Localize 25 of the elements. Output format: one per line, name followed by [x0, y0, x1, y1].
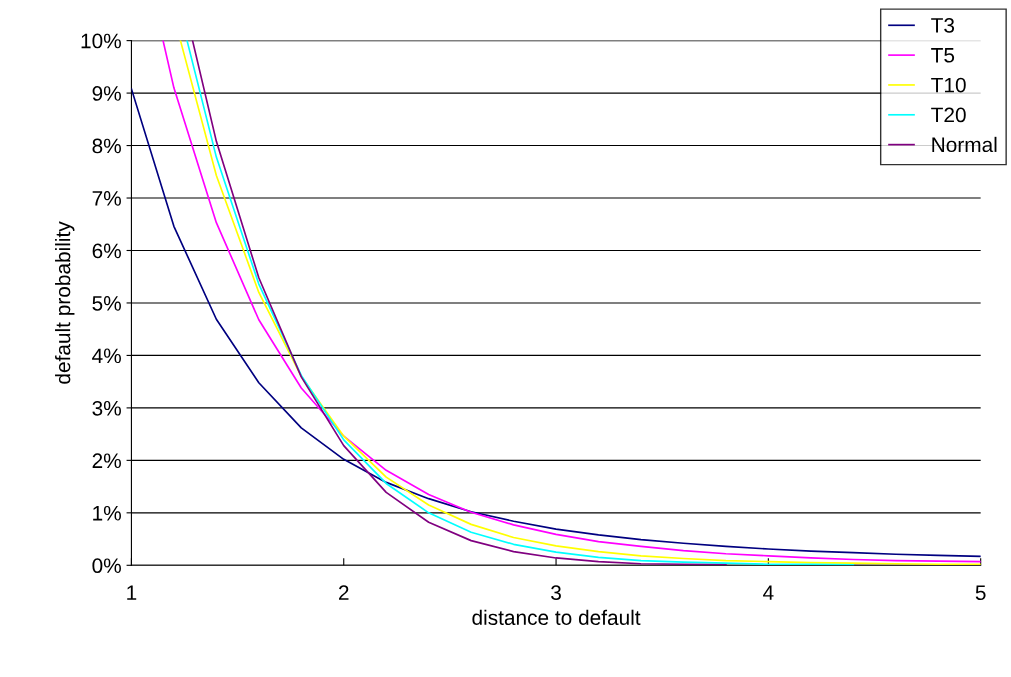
line-series [191, 40, 727, 566]
line-series [186, 40, 855, 566]
x-tick-label: 3 [551, 585, 561, 601]
legend-label: T20 [931, 107, 966, 123]
y-axis-title: default probability [55, 221, 75, 384]
x-tick-label: 1 [127, 585, 137, 600]
legend-label: T5 [931, 48, 955, 63]
y-tick-label: 8% [92, 138, 121, 154]
y-tick-label: 5% [92, 296, 121, 311]
x-tick-label: 2 [339, 585, 349, 600]
legend-label: T10 [931, 77, 966, 93]
legend-label: Normal [932, 136, 997, 153]
y-tick-label: 10% [81, 33, 121, 49]
y-tick-label: 3% [92, 400, 121, 416]
y-tick-label: 9% [92, 86, 121, 101]
y-tick-label: 2% [92, 453, 121, 469]
y-tick-label: 6% [92, 243, 121, 259]
x-tick-label: 5 [975, 585, 986, 601]
x-axis-title: distance to default [472, 609, 641, 626]
y-tick-label: 7% [92, 191, 121, 206]
y-tick-label: 4% [92, 348, 121, 364]
legend-label: T3 [931, 18, 955, 33]
x-tick-label: 4 [763, 585, 774, 600]
y-tick-label: 0% [92, 558, 121, 574]
y-tick-label: 1% [93, 505, 121, 521]
